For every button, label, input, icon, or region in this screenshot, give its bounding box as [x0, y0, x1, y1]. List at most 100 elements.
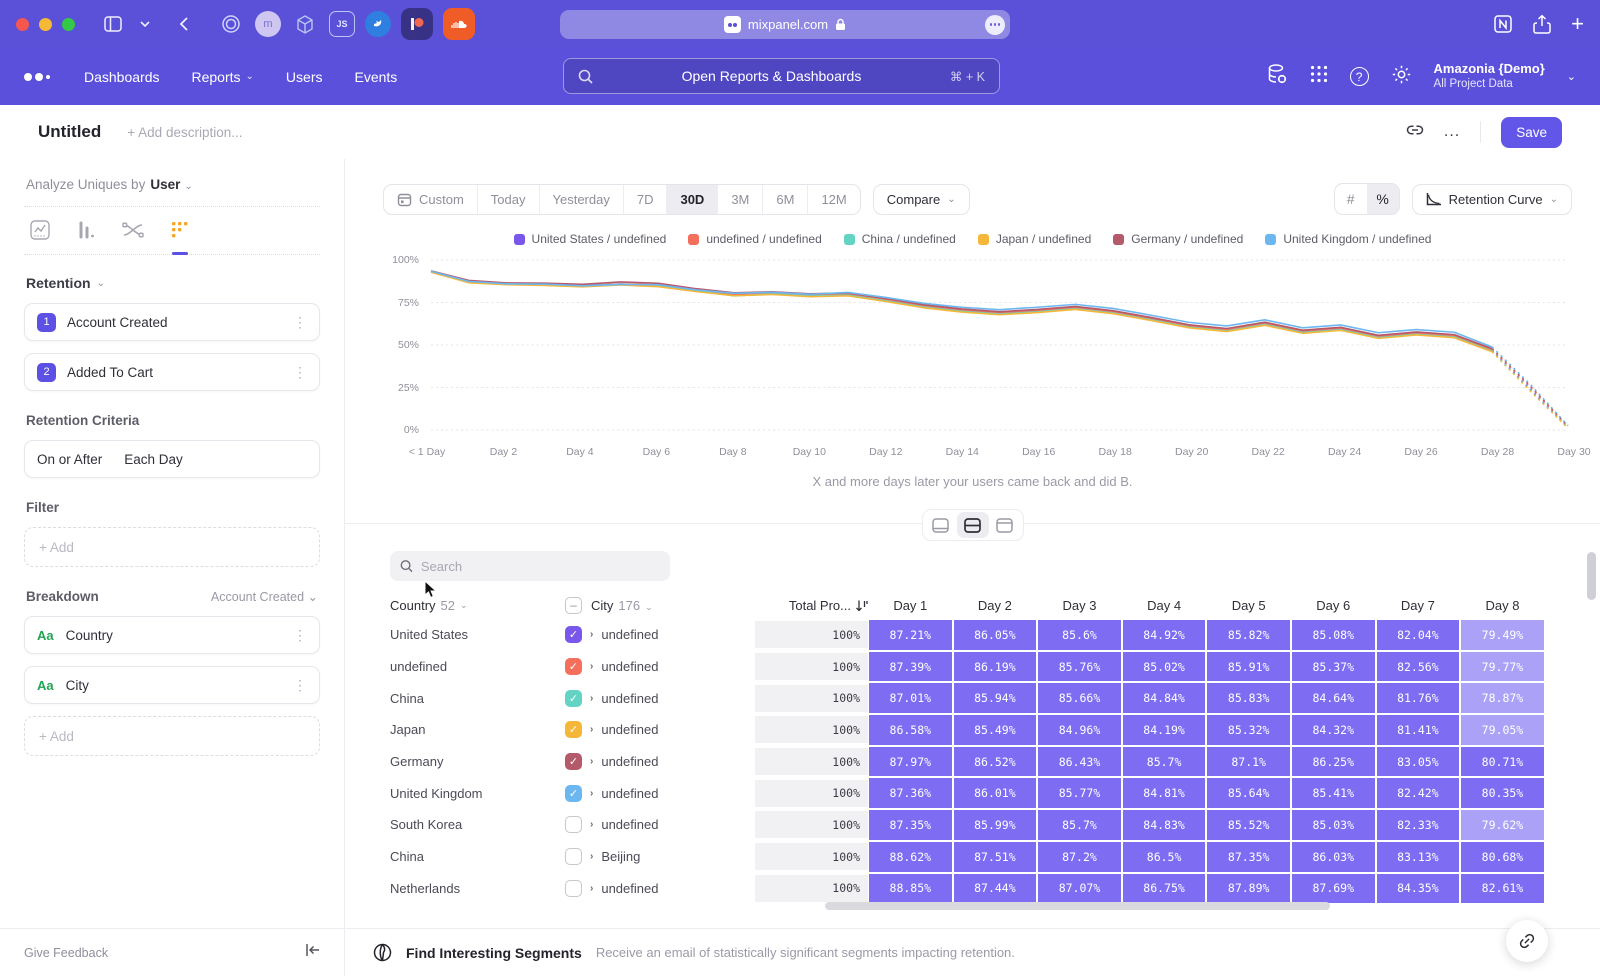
tab-bird-icon[interactable] [365, 11, 391, 37]
select-all-checkbox[interactable]: – [565, 597, 582, 614]
add-description[interactable]: + Add description... [127, 125, 242, 140]
range-yesterday[interactable]: Yesterday [540, 185, 624, 214]
compare-button[interactable]: Compare⌄ [873, 184, 970, 215]
range-custom[interactable]: Custom [384, 185, 478, 214]
nav-reports[interactable]: Reports⌄ [192, 69, 254, 85]
criteria-on-or-after[interactable]: On or After [37, 452, 102, 467]
legend-item[interactable]: United Kingdom / undefined [1265, 232, 1431, 246]
share-link-fab[interactable] [1506, 920, 1548, 962]
view-table-only-button[interactable] [989, 512, 1021, 538]
segments-title[interactable]: Find Interesting Segments [406, 945, 582, 961]
retention-cell[interactable]: 87.35% [1206, 841, 1291, 873]
retention-cell[interactable]: 84.92% [1122, 619, 1207, 651]
legend-item[interactable]: United States / undefined [514, 232, 667, 246]
retention-cell[interactable]: 79.62% [1460, 809, 1545, 841]
kebab-menu-icon[interactable]: ⋮ [293, 677, 307, 694]
col-day-header[interactable]: Day 2 [953, 598, 1038, 613]
retention-cell[interactable]: 86.05% [953, 619, 1038, 651]
col-day-header[interactable]: Day 8 [1460, 598, 1545, 613]
tab-m-icon[interactable]: m [255, 11, 281, 37]
close-window-button[interactable] [16, 18, 29, 31]
col-day-header[interactable]: Day 3 [1037, 598, 1122, 613]
expand-row-icon[interactable]: › [590, 693, 593, 704]
retention-cell[interactable]: 87.44% [953, 873, 1038, 905]
retention-cell[interactable]: 87.39% [868, 651, 953, 683]
report-title[interactable]: Untitled [38, 122, 101, 142]
retention-cell[interactable]: 83.05% [1376, 746, 1461, 778]
retention-cell[interactable]: 83.13% [1376, 841, 1461, 873]
breakdown-card-city[interactable]: Aa City ⋮ [24, 666, 320, 704]
sidebar-toggle-icon[interactable] [99, 10, 127, 38]
retention-cell[interactable]: 85.32% [1206, 714, 1291, 746]
retention-cell[interactable]: 87.2% [1037, 841, 1122, 873]
nav-events[interactable]: Events [354, 69, 397, 85]
retention-cell[interactable]: 84.35% [1376, 873, 1461, 905]
range-3m[interactable]: 3M [718, 185, 763, 214]
retention-cell[interactable]: 85.91% [1206, 651, 1291, 683]
retention-cell[interactable]: 87.97% [868, 746, 953, 778]
add-breakdown-button[interactable]: + Add [24, 716, 320, 756]
col-day-header[interactable]: Day 5 [1206, 598, 1291, 613]
expand-row-icon[interactable]: › [590, 788, 593, 799]
retention-cell[interactable]: 86.5% [1122, 841, 1207, 873]
legend-item[interactable]: China / undefined [844, 232, 956, 246]
legend-item[interactable]: undefined / undefined [688, 232, 821, 246]
breakdown-event-selector[interactable]: Account Created ⌄ [211, 589, 318, 604]
retention-cell[interactable]: 86.01% [953, 777, 1038, 809]
col-city-header[interactable]: – City176⌄ [565, 597, 755, 614]
tab-soundcloud-icon[interactable] [443, 8, 475, 40]
mixpanel-logo[interactable] [24, 73, 50, 81]
col-country-header[interactable]: Country52⌄ [390, 598, 565, 613]
tab-patreon-icon[interactable] [401, 8, 433, 40]
series-line[interactable] [431, 271, 1492, 350]
share-icon[interactable] [1533, 14, 1551, 34]
expand-row-icon[interactable]: › [590, 629, 593, 640]
save-button[interactable]: Save [1501, 117, 1562, 148]
tab-js-icon[interactable]: JS [329, 11, 355, 37]
retention-cell[interactable]: 86.25% [1291, 746, 1376, 778]
retention-cell[interactable]: 85.83% [1206, 682, 1291, 714]
expand-row-icon[interactable]: › [590, 756, 593, 767]
retention-cell[interactable]: 80.35% [1460, 777, 1545, 809]
view-chart-only-button[interactable] [925, 512, 957, 538]
row-checkbox[interactable] [565, 848, 582, 865]
retention-cell[interactable]: 86.19% [953, 651, 1038, 683]
apps-grid-icon[interactable] [1310, 65, 1328, 88]
retention-cell[interactable]: 79.05% [1460, 714, 1545, 746]
retention-cell[interactable]: 86.03% [1291, 841, 1376, 873]
retention-cell[interactable]: 84.81% [1122, 777, 1207, 809]
retention-cell[interactable]: 82.04% [1376, 619, 1461, 651]
retention-cell[interactable]: 87.51% [953, 841, 1038, 873]
retention-cell[interactable]: 88.85% [868, 873, 953, 905]
retention-cell[interactable]: 87.89% [1206, 873, 1291, 905]
row-checkbox[interactable]: ✓ [565, 626, 582, 643]
range-today[interactable]: Today [478, 185, 540, 214]
retention-cell[interactable]: 87.35% [868, 809, 953, 841]
expand-row-icon[interactable]: › [590, 724, 593, 735]
row-checkbox[interactable]: ✓ [565, 721, 582, 738]
retention-cell[interactable]: 82.33% [1376, 809, 1461, 841]
legend-item[interactable]: Germany / undefined [1113, 232, 1243, 246]
project-selector[interactable]: Amazonia {Demo} All Project Data [1434, 61, 1545, 92]
retention-cell[interactable]: 85.76% [1037, 651, 1122, 683]
nav-users[interactable]: Users [286, 69, 323, 85]
retention-cell[interactable]: 79.49% [1460, 619, 1545, 651]
notion-extension-icon[interactable] [1493, 14, 1513, 34]
step-card-account-created[interactable]: 1 Account Created ⋮ [24, 303, 320, 341]
kebab-menu-icon[interactable]: ⋮ [293, 314, 307, 331]
retention-cell[interactable]: 84.96% [1037, 714, 1122, 746]
retention-cell[interactable]: 82.42% [1376, 777, 1461, 809]
col-day-header[interactable]: Day 1 [868, 598, 953, 613]
minimize-window-button[interactable] [39, 18, 52, 31]
retention-cell[interactable]: 87.1% [1206, 746, 1291, 778]
retention-cell[interactable]: 85.77% [1037, 777, 1122, 809]
retention-cell[interactable]: 80.68% [1460, 841, 1545, 873]
retention-cell[interactable]: 87.36% [868, 777, 953, 809]
address-bar[interactable]: mixpanel.com [560, 10, 1010, 39]
global-search[interactable]: Open Reports & Dashboards ⌘ + K [563, 58, 1000, 94]
series-line-projected[interactable] [1492, 350, 1568, 427]
retention-cell[interactable]: 87.69% [1291, 873, 1376, 905]
range-6m[interactable]: 6M [763, 185, 808, 214]
analyze-value[interactable]: User [150, 177, 180, 192]
retention-cell[interactable]: 88.62% [868, 841, 953, 873]
